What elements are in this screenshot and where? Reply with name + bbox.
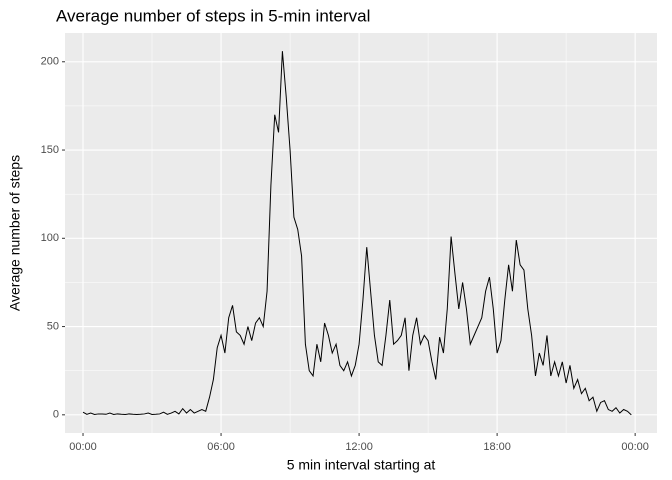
x-axis-title: 5 min interval starting at — [287, 457, 436, 473]
y-tick-label: 200 — [41, 56, 59, 68]
y-tick-label: 150 — [41, 144, 59, 156]
chart-title: Average number of steps in 5-min interva… — [56, 6, 370, 25]
x-tick-label: 00:00 — [621, 441, 649, 453]
x-tick-label: 12:00 — [345, 441, 373, 453]
x-tick-label: 06:00 — [207, 441, 235, 453]
panel — [65, 33, 657, 433]
x-tick-label: 18:00 — [483, 441, 511, 453]
y-tick-label: 100 — [41, 232, 59, 244]
y-tick-label: 50 — [47, 320, 59, 332]
y-axis-title: Average number of steps — [7, 155, 23, 311]
y-tick-label: 0 — [53, 409, 59, 421]
data-line — [82, 51, 632, 416]
x-tick-label: 00:00 — [69, 441, 97, 453]
